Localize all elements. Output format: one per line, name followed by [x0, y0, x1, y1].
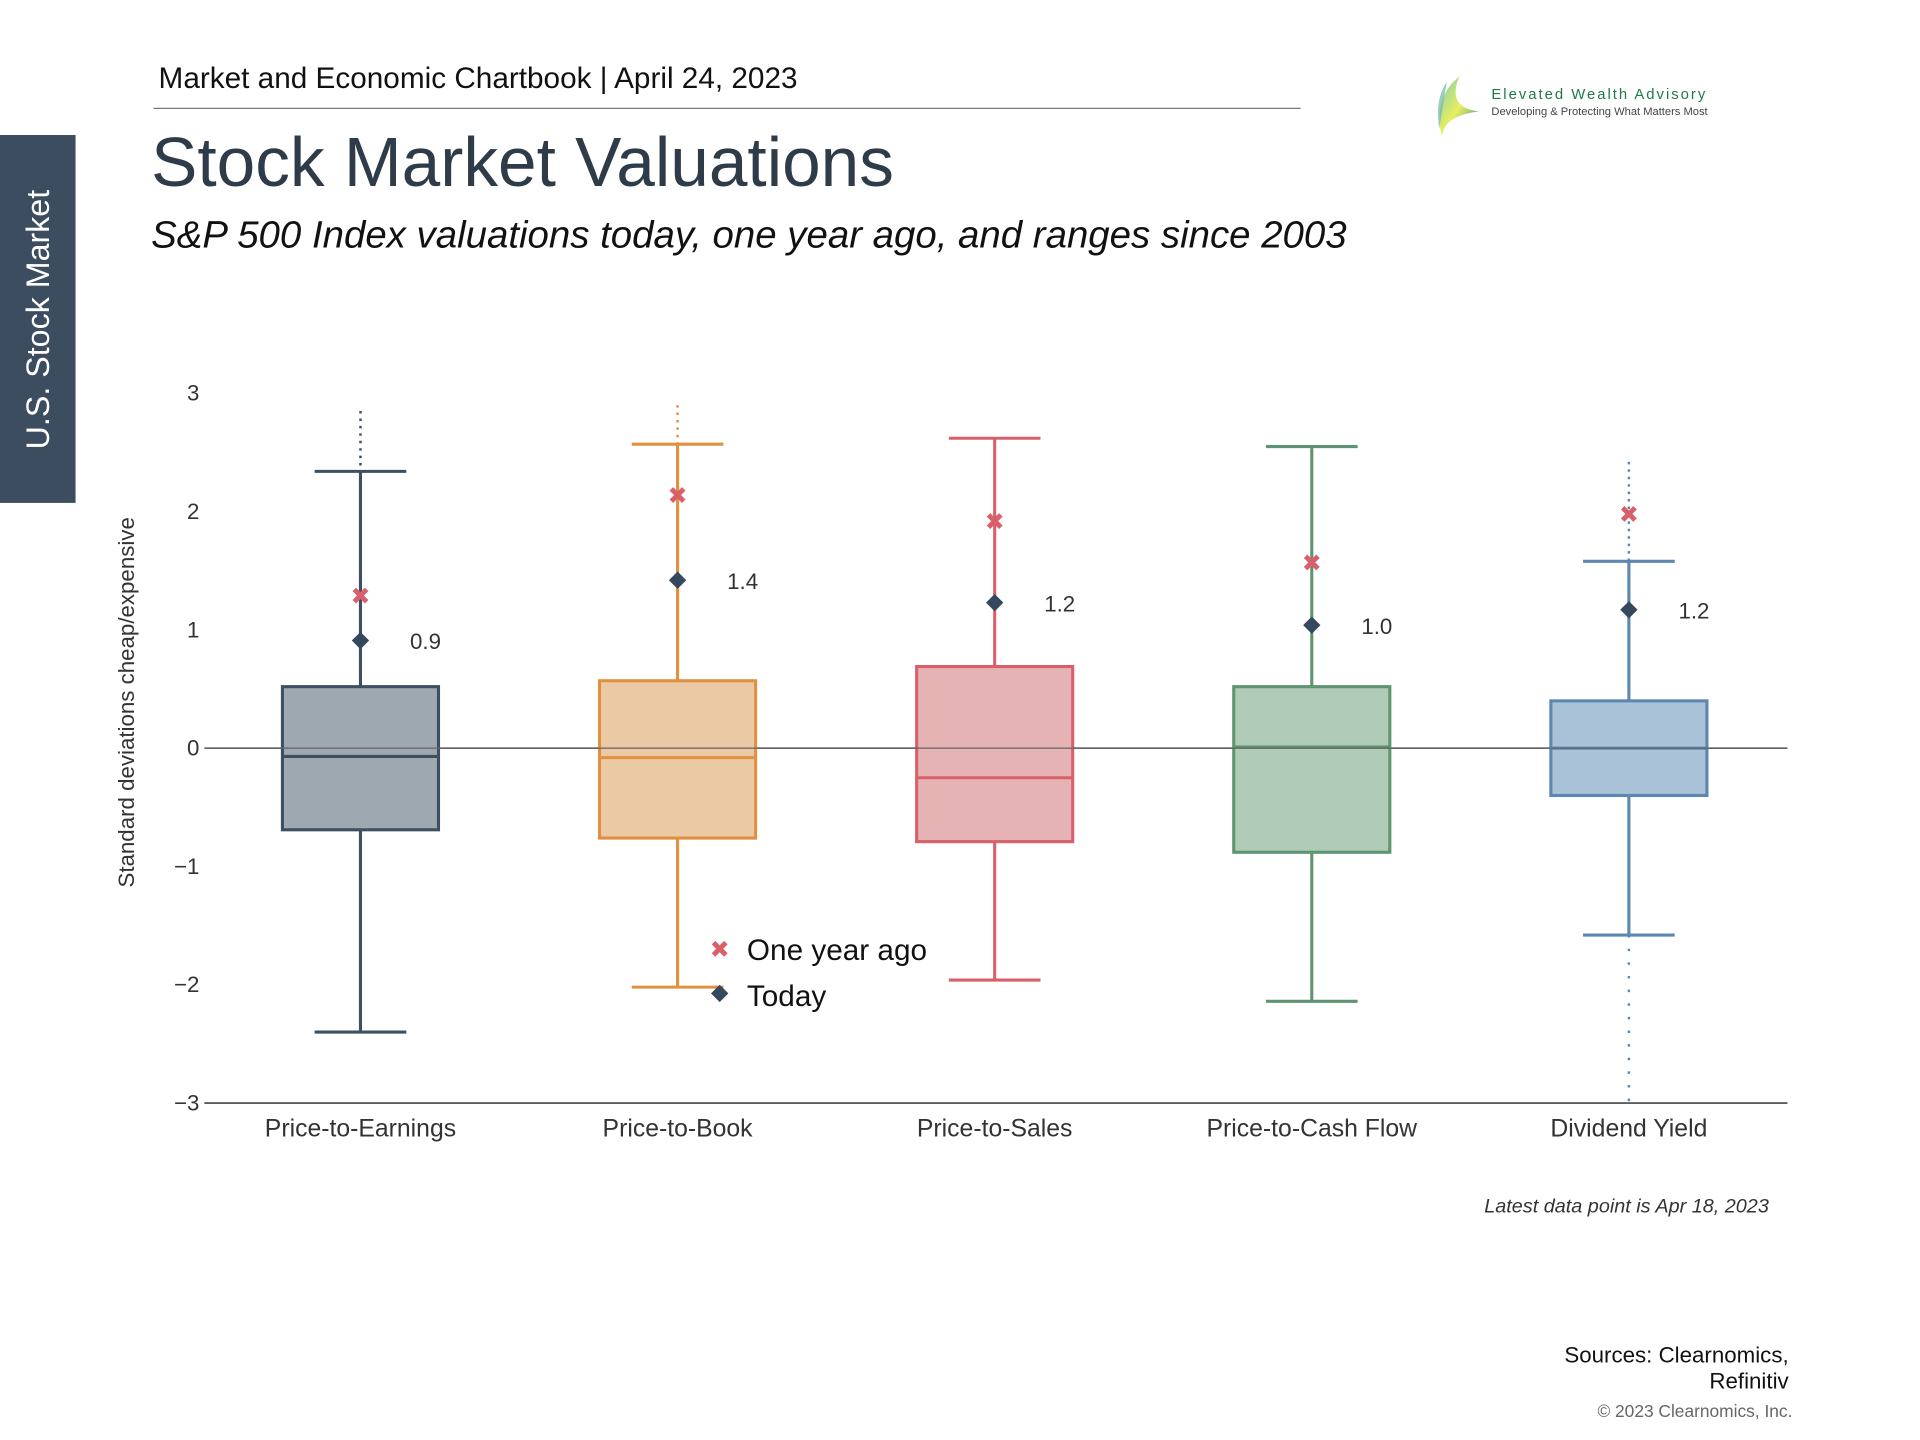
x-tick-label: Price-to-Cash Flow — [1207, 1116, 1418, 1143]
x-tick-label: Price-to-Earnings — [265, 1116, 456, 1143]
logo-tagline: Developing & Protecting What Matters Mos… — [1491, 105, 1708, 118]
section-tab: U.S. Stock Market — [0, 135, 76, 503]
x-marker-icon — [986, 513, 1003, 529]
one-year-ago-marker — [1303, 554, 1320, 571]
today-value-label: 1.4 — [727, 569, 758, 594]
today-value-label: 1.2 — [1678, 598, 1709, 623]
iqr-box — [1232, 685, 1392, 854]
x-marker-icon — [711, 940, 728, 957]
chartbook-header: Market and Economic Chartbook | April 24… — [158, 61, 798, 96]
y-tick-label: 1 — [187, 617, 199, 642]
legend-today-icon — [711, 984, 729, 1003]
logo-name: Elevated Wealth Advisory — [1491, 85, 1708, 103]
header-divider — [153, 107, 1301, 110]
x-tick-label: Price-to-Sales — [917, 1116, 1073, 1143]
y-tick-label: 3 — [187, 381, 199, 406]
box-price-to-book — [597, 405, 758, 989]
x-marker-icon — [669, 487, 686, 503]
iqr-box — [597, 679, 758, 840]
today-marker — [1620, 601, 1638, 619]
page-title: Stock Market Valuations — [151, 122, 894, 201]
copyright: © 2023 Clearnomics, Inc. — [1597, 1400, 1793, 1421]
legend-one-year-ago-icon — [711, 940, 728, 957]
source-line: Sources: Clearnomics, — [1564, 1342, 1789, 1368]
one-year-ago-marker — [1620, 506, 1637, 522]
y-tick-label: 2 — [187, 499, 199, 524]
logo-leaf-icon — [1437, 76, 1480, 137]
y-tick-label: −1 — [174, 854, 199, 879]
today-marker — [351, 631, 370, 650]
x-marker-icon — [1620, 506, 1637, 522]
iqr-box — [915, 665, 1075, 844]
box-price-to-cash-flow — [1232, 444, 1392, 1003]
x-marker-icon — [1303, 554, 1320, 571]
y-tick-label: −3 — [174, 1090, 199, 1115]
x-tick-label: Price-to-Book — [603, 1116, 754, 1143]
today-marker — [668, 571, 687, 589]
x-marker-icon — [352, 587, 369, 604]
box-dividend-yield — [1549, 461, 1709, 1104]
iqr-box — [280, 685, 441, 832]
y-tick-label: −2 — [174, 972, 199, 997]
today-value-label: 1.0 — [1361, 614, 1392, 639]
legend-today-label: Today — [747, 980, 826, 1013]
data-note: Latest data point is Apr 18, 2023 — [1484, 1196, 1769, 1218]
box-plot: 3 2 1 0 −1 −2 −3 Standard deviations cheap/expe… — [114, 381, 1788, 1143]
source-line: Refinitiv — [1709, 1368, 1789, 1394]
one-year-ago-marker — [986, 513, 1003, 529]
legend-one-year-ago-label: One year ago — [747, 934, 927, 967]
y-tick-label: 0 — [187, 736, 199, 761]
y-axis-label: Standard deviations cheap/expensive — [114, 517, 139, 887]
one-year-ago-marker — [669, 487, 686, 503]
x-tick-label: Dividend Yield — [1550, 1116, 1707, 1143]
today-value-label: 1.2 — [1044, 591, 1075, 616]
one-year-ago-marker — [352, 587, 369, 604]
today-value-label: 0.9 — [410, 629, 441, 654]
sources: Sources: Clearnomics, Refinitiv — [1564, 1343, 1788, 1395]
page-subtitle: S&P 500 Index valuations today, one year… — [151, 213, 1347, 257]
box-price-to-sales — [915, 436, 1075, 982]
today-marker — [1303, 616, 1321, 634]
logo: Elevated Wealth Advisory Developing & Pr… — [1434, 74, 1708, 145]
today-marker — [986, 594, 1004, 612]
box-price-to-earnings — [280, 411, 441, 1034]
